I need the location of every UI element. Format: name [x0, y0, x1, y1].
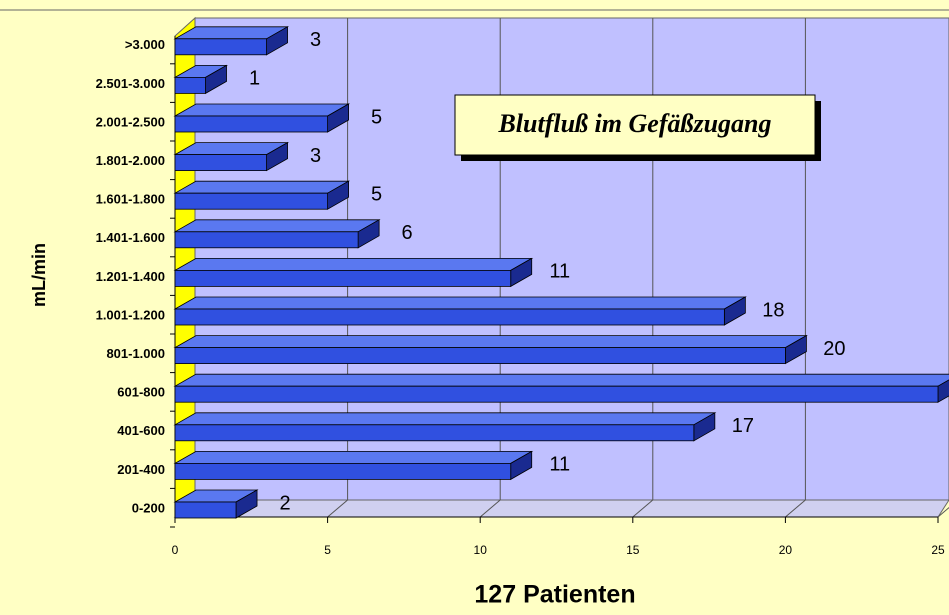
y-tick-label: 1.001-1.200	[96, 307, 165, 322]
value-label: 3	[310, 145, 321, 167]
bar	[174, 154, 267, 172]
value-label: 1	[249, 68, 260, 90]
bar	[174, 38, 267, 56]
y-tick-label: 1.401-1.600	[96, 230, 165, 245]
y-tick-label: 1.601-1.800	[96, 192, 165, 207]
y-tick-label: 1.801-2.000	[96, 153, 165, 168]
value-label: 11	[549, 454, 570, 476]
floor-grid	[785, 499, 806, 518]
bar-top	[173, 412, 717, 426]
bar-top	[173, 219, 381, 233]
y-tick-label: 0-200	[132, 500, 165, 515]
y-tick-label: 2.501-3.000	[96, 76, 165, 91]
floor-grid	[479, 499, 501, 518]
value-label: 2	[279, 492, 290, 514]
bar	[174, 192, 329, 210]
bar	[174, 269, 512, 287]
x-tick-label: 15	[626, 543, 640, 557]
bar	[174, 501, 237, 519]
floor-grid	[937, 506, 949, 518]
bar-top	[173, 180, 351, 194]
bar	[174, 347, 786, 365]
floor	[173, 499, 949, 518]
bar	[174, 77, 206, 94]
x-axis-title: 127 Patienten	[474, 581, 635, 609]
y-tick-label: 2.001-2.500	[96, 114, 165, 129]
value-label: 20	[823, 338, 845, 360]
value-label: 3	[310, 29, 321, 51]
x-tick-label: 5	[324, 543, 331, 557]
title-box	[454, 94, 816, 156]
bar-top	[173, 450, 534, 464]
bar	[174, 231, 359, 249]
bar	[174, 385, 939, 403]
floor-grid	[327, 499, 348, 518]
bar-top	[173, 373, 949, 387]
value-label: 5	[371, 106, 382, 128]
x-tick-label: 0	[172, 543, 179, 557]
bar-top	[173, 335, 808, 349]
bar-top	[173, 103, 351, 117]
x-tick-label: 20	[779, 543, 793, 557]
y-tick-label: 801-1.000	[106, 346, 165, 361]
bar	[174, 308, 725, 326]
y-tick-label: 1.201-1.400	[96, 269, 165, 284]
bar	[174, 115, 329, 133]
x-tick-label: 25	[931, 543, 945, 557]
value-label: 17	[732, 415, 754, 437]
y-tick-label: 201-400	[117, 462, 165, 477]
bar	[174, 424, 695, 442]
value-label: 11	[549, 261, 570, 283]
floor-grid	[632, 499, 654, 518]
value-label: 18	[762, 299, 784, 321]
value-label: 6	[402, 222, 413, 244]
y-tick-label: 401-600	[117, 423, 165, 438]
x-tick-label: 10	[474, 543, 488, 557]
bar-top	[173, 257, 534, 271]
chart-title: Blutfluß im Gefäßzugang	[497, 109, 771, 138]
value-label: 5	[371, 183, 382, 205]
bar	[174, 462, 512, 480]
y-tick-label: >3.000	[125, 37, 165, 52]
y-tick-label: 601-800	[117, 385, 165, 400]
bar-top	[173, 296, 747, 310]
y-axis-title: mL/min	[29, 243, 49, 307]
